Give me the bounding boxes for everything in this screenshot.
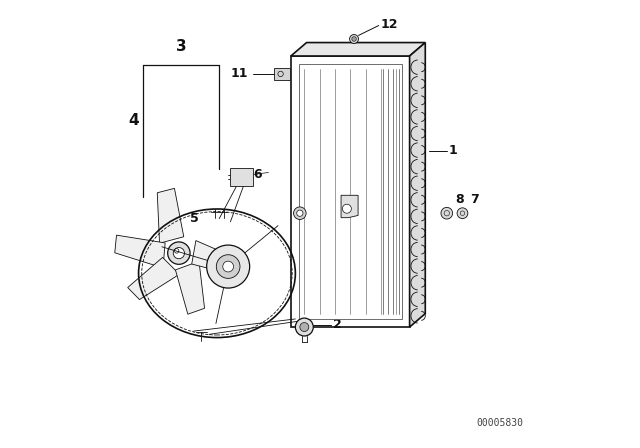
Text: 9: 9 [302,232,311,245]
Text: 7: 7 [470,194,478,207]
Circle shape [349,34,358,43]
Circle shape [294,207,306,220]
Polygon shape [115,235,165,268]
Text: 8: 8 [455,194,463,207]
Polygon shape [175,261,205,314]
Polygon shape [341,195,358,218]
Text: 00005830: 00005830 [477,418,524,428]
Circle shape [168,242,190,264]
Text: 5: 5 [190,212,199,225]
Circle shape [173,247,184,259]
Text: 3: 3 [176,39,186,54]
FancyBboxPatch shape [230,168,253,186]
FancyBboxPatch shape [275,68,289,80]
Circle shape [223,261,234,272]
Circle shape [352,37,356,41]
Text: 10: 10 [340,232,358,245]
Text: 4: 4 [129,113,140,129]
Circle shape [457,208,468,219]
Polygon shape [157,188,184,243]
Circle shape [441,207,452,219]
Text: 1: 1 [448,144,457,157]
Circle shape [300,323,309,332]
Circle shape [342,204,351,213]
Polygon shape [291,56,410,327]
Text: 6: 6 [253,168,261,181]
Polygon shape [299,64,401,319]
Circle shape [296,318,314,336]
Circle shape [297,210,303,216]
Polygon shape [192,241,236,275]
Polygon shape [128,258,179,300]
Circle shape [207,245,250,288]
Circle shape [216,255,240,278]
Polygon shape [410,43,425,327]
Text: 11: 11 [231,67,248,81]
Text: 12: 12 [381,18,399,31]
Text: 2: 2 [333,318,341,332]
Polygon shape [291,43,425,56]
